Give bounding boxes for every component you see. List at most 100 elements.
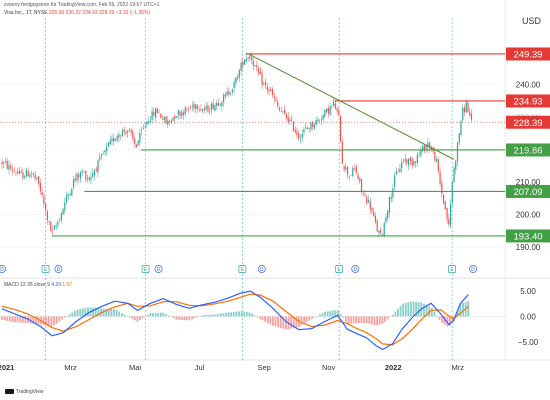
candle-body	[203, 108, 206, 111]
candle-body	[441, 182, 443, 194]
macd-histogram-bar	[16, 316, 19, 323]
candle-body	[402, 160, 405, 162]
candle-body	[182, 112, 185, 116]
macd-histogram-bar	[136, 316, 139, 322]
macd-value: 4.29	[51, 282, 61, 288]
macd-histogram-bar	[133, 316, 136, 321]
candle-body	[345, 167, 347, 170]
macd-histogram-bar	[193, 316, 196, 319]
tradingview-logo-icon	[5, 389, 14, 395]
candle-body	[58, 220, 61, 222]
candle-body	[362, 192, 364, 194]
candle-body	[188, 108, 190, 109]
price-level-label: 234.93	[513, 97, 542, 108]
macd-histogram-bar	[230, 312, 233, 317]
candle-body	[104, 150, 106, 153]
candle-body	[263, 83, 265, 85]
candle-body	[214, 105, 216, 112]
candle-body	[336, 108, 338, 112]
macd-histogram-bar	[266, 316, 269, 323]
candle-body	[299, 138, 302, 140]
candle-body	[388, 197, 391, 213]
candle-body	[334, 103, 336, 109]
candle-body	[364, 194, 366, 196]
candle-body	[387, 211, 389, 219]
macd-histogram-bar	[61, 316, 63, 320]
candle-body	[64, 202, 66, 211]
candle-body	[165, 116, 167, 124]
brand-footer: TradingView	[5, 389, 44, 395]
candle-body	[240, 62, 242, 71]
macd-histogram-bar	[180, 316, 183, 321]
candle-body	[71, 188, 73, 196]
candle-body	[425, 145, 427, 150]
candle-body	[470, 113, 473, 120]
candle-body	[224, 94, 226, 97]
candle-body	[1, 161, 3, 165]
candle-body	[320, 119, 322, 120]
candle-body	[210, 103, 213, 111]
candle-body	[34, 174, 36, 179]
candle-body	[341, 141, 343, 164]
candle-body	[111, 138, 113, 142]
macd-tick-label: −5.00	[518, 338, 539, 347]
macd-histogram-bar	[300, 316, 303, 326]
macd-histogram-bar	[128, 316, 131, 318]
candle-body	[24, 176, 26, 178]
candle-body	[291, 119, 293, 121]
macd-histogram-bar	[55, 316, 58, 324]
candle-body	[310, 122, 312, 130]
candle-body	[146, 121, 148, 125]
y-tick-label: 220.00	[516, 146, 541, 155]
macd-histogram-bar	[131, 316, 134, 319]
macd-histogram-bar	[243, 311, 246, 317]
candle-body	[427, 142, 429, 148]
trendline	[246, 52, 454, 160]
currency-label[interactable]: USD	[522, 16, 542, 26]
macd-histogram-bar	[365, 316, 368, 324]
candle-body	[123, 129, 125, 132]
candle-body	[198, 110, 200, 111]
macd-histogram-bar	[261, 316, 264, 321]
earnings-marker-icon	[448, 265, 456, 273]
macd-histogram-bar	[32, 316, 35, 324]
macd-histogram-bar	[279, 316, 282, 329]
macd-histogram-bar	[24, 316, 27, 323]
macd-histogram-bar	[308, 316, 311, 321]
symbol-name[interactable]: Visa Inc., 1T, NYSE	[4, 10, 48, 16]
candle-body	[161, 119, 164, 120]
candle-body	[308, 127, 310, 129]
macd-histogram-bar	[47, 316, 50, 327]
candle-body	[13, 170, 15, 172]
macd-histogram-bar	[74, 310, 76, 317]
candle-body	[376, 220, 378, 232]
macd-histogram-bar	[292, 316, 295, 329]
candle-body	[137, 141, 139, 146]
macd-histogram-bar	[303, 316, 306, 324]
macd-histogram-bar	[368, 316, 371, 324]
macd-histogram-bar	[417, 302, 420, 317]
macd-histogram-bar	[344, 316, 347, 322]
macd-header[interactable]: MACD 12 26 close 9 4.29 1.97	[4, 282, 72, 288]
dividend-marker-icon	[257, 265, 266, 273]
candle-body	[163, 116, 165, 121]
price-level-tag	[506, 115, 550, 129]
macd-histogram-bar	[253, 315, 256, 317]
candle-body	[406, 159, 408, 164]
macd-histogram-bar	[191, 316, 194, 320]
candle-body	[238, 70, 240, 78]
macd-histogram-bar	[227, 312, 230, 317]
macd-histogram-bar	[157, 312, 160, 317]
candle-body	[397, 171, 399, 173]
candle-body	[235, 77, 237, 84]
candle-body	[134, 138, 136, 144]
candle-body	[428, 142, 431, 149]
macd-histogram-bar	[201, 315, 204, 317]
candle-body	[237, 76, 239, 79]
macd-histogram-bar	[58, 316, 61, 322]
earnings-marker-icon	[41, 265, 50, 273]
candle-body	[186, 108, 188, 110]
candle-body	[128, 129, 131, 131]
candle-body	[92, 173, 94, 177]
